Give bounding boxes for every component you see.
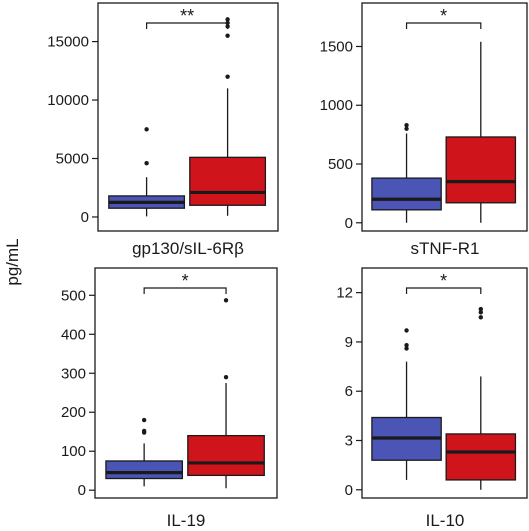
y-tick-label: 0 [345,482,353,499]
panel-top-right: 0 500 1000 1500 * sTNF-R1 [320,2,528,258]
box-group-2 [189,17,267,216]
box-group-1 [371,328,442,480]
panel-title: sTNF-R1 [411,239,480,258]
y-tick-label: 500 [328,156,353,173]
y-tick-label: 3 [345,433,353,450]
y-tick-label: 500 [61,287,86,304]
box-iqr [189,156,267,206]
plot-frame [94,267,278,499]
outlier-point [223,298,229,303]
significance-bracket [143,287,227,294]
panel-title: IL-19 [167,511,206,530]
plot-frame [361,267,528,499]
y-tick-label: 0 [81,209,89,226]
y-tick-label: 0 [78,482,86,499]
outlier-point [404,346,409,351]
box-group-1 [108,127,186,217]
y-tick-label: 10000 [47,92,89,109]
outlier-point [404,123,409,128]
box-iqr [187,434,265,477]
outlier-point [404,328,409,333]
y-tick-label: 12 [336,285,353,302]
y-axis-label: pg/mL [3,238,22,285]
box-group-1 [371,123,442,223]
outlier-point [144,160,149,166]
plot-frame [361,2,528,232]
panel-title: IL-10 [426,511,465,530]
y-tick-label: 1000 [320,97,353,114]
outlier-point [141,428,147,434]
box-group-1 [105,417,184,487]
y-tick-label: 0 [345,215,353,232]
box-iqr [371,177,442,211]
box-group-2 [445,41,517,223]
outlier-point [478,306,483,312]
panel-top-left: 0 5000 10000 15000 ** gp130/sIL-6Rβ [47,2,279,258]
box-iqr [105,460,184,480]
panel-bottom-right: 0 3 6 9 12 * IL-10 [336,267,528,530]
y-tick-label: 400 [61,326,86,343]
panels: 050001000015000**gp130/sIL-6Rβ0500100015… [47,2,528,530]
outlier-point [478,310,483,315]
panel-bottom-left: 0 100 200 300 400 500 * IL-19 [61,267,278,530]
box-group-2 [445,306,517,490]
plot-frame [97,2,279,232]
outlier-point [404,343,409,348]
y-tick-label: 100 [61,443,86,460]
panel-title: gp130/sIL-6Rβ [132,239,244,258]
box-group-2 [187,298,265,489]
significance-marker: ** [180,6,194,26]
y-tick-label: 1500 [320,38,353,55]
outlier-point [225,17,230,22]
outlier-point [144,127,149,132]
significance-marker: * [182,271,189,291]
outlier-point [478,315,483,320]
significance-marker: * [440,271,447,291]
y-tick-label: 6 [345,383,353,400]
y-tick-label: 300 [61,365,86,382]
outlier-point [225,74,230,79]
box-iqr [445,433,517,481]
y-tick-label: 9 [345,334,353,351]
y-tick-label: 200 [61,404,86,421]
significance-bracket [405,22,482,29]
significance-bracket [405,287,482,294]
significance-marker: * [440,6,447,26]
outlier-point [404,126,409,131]
significance-bracket [146,22,229,29]
box-iqr [445,136,517,204]
outlier-point [141,417,147,423]
y-tick-label: 15000 [47,34,89,51]
outlier-point [223,374,229,380]
y-tick-label: 5000 [56,151,89,168]
outlier-point [225,33,230,38]
